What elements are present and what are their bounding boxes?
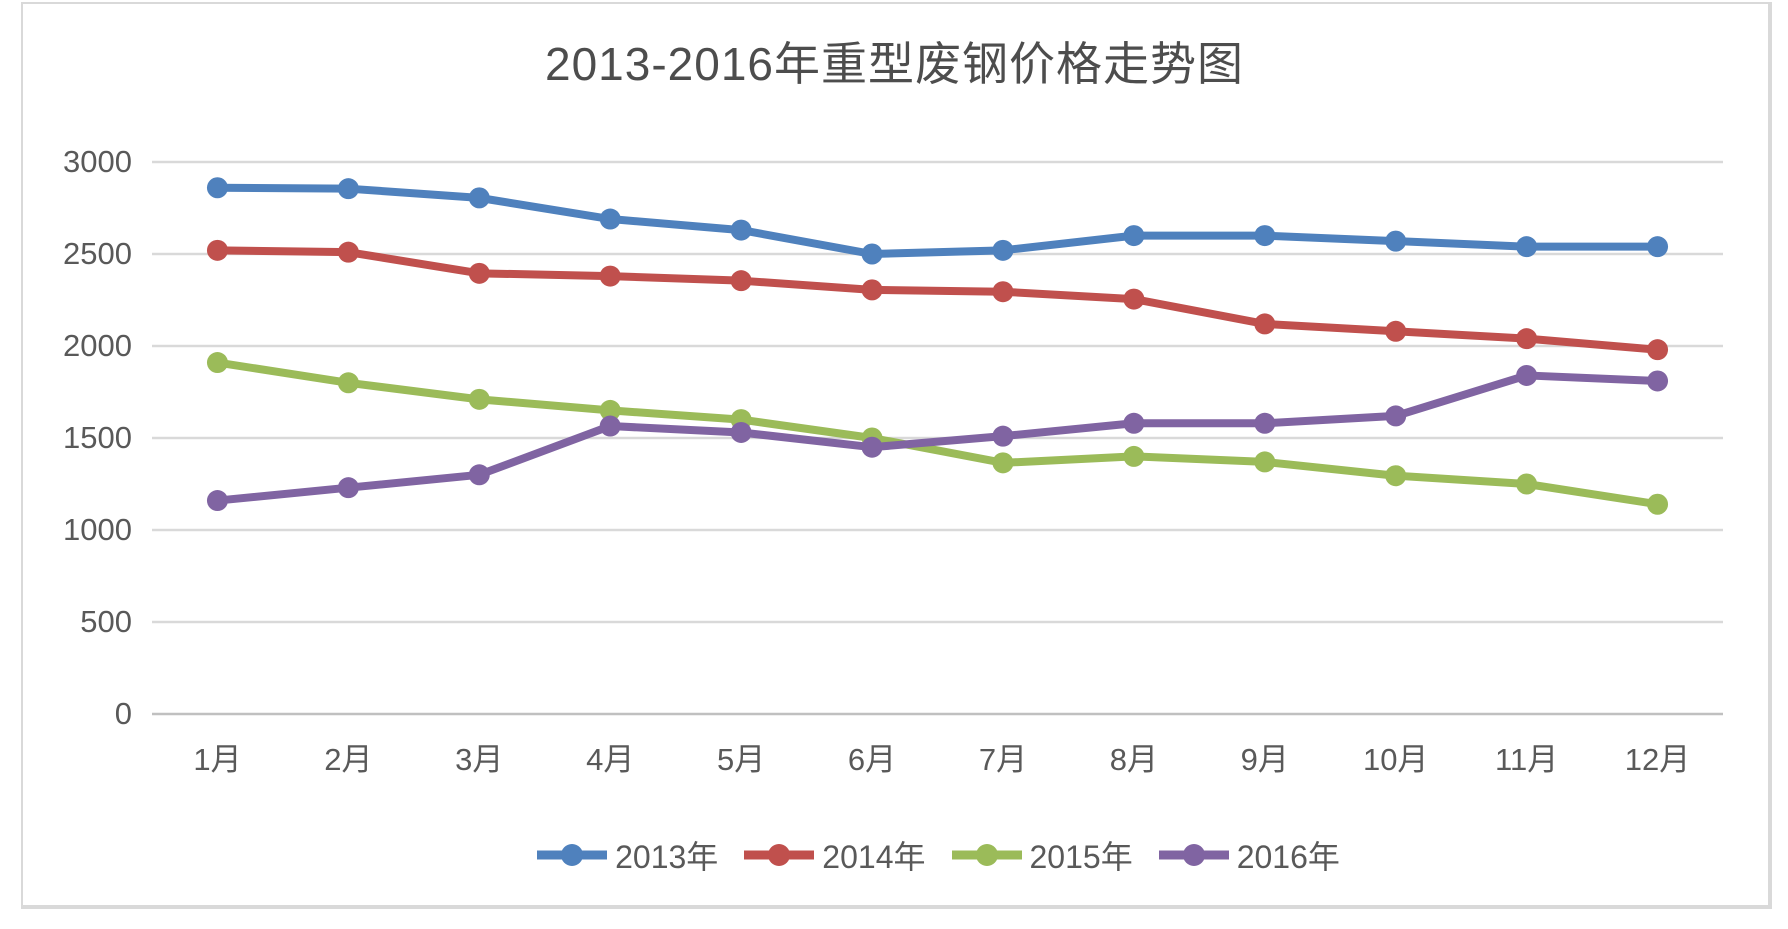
y-tick-label-1500: 1500: [63, 420, 132, 455]
x-tick-label-3月: 3月: [455, 742, 504, 777]
y-tick-label-0: 0: [114, 696, 132, 731]
data-marker-2016年-4月: [599, 415, 621, 437]
y-tick-label-500: 500: [80, 604, 132, 639]
data-marker-2013年-2月: [337, 178, 359, 200]
data-marker-2016年-9月: [1254, 412, 1276, 434]
legend-item-2015年: 2015年: [950, 832, 1133, 878]
data-marker-2014年-10月: [1385, 320, 1407, 342]
y-axis-labels: 0 500 1000 1500 2000 2500 3000: [22, 0, 132, 929]
legend-label: 2014年: [822, 839, 926, 875]
x-tick-label-4月: 4月: [586, 742, 635, 777]
data-marker-2015年-12月: [1647, 493, 1669, 515]
legend-label: 2015年: [1029, 839, 1133, 875]
series-line-2013年: [213, 183, 1662, 258]
data-marker-2016年-8月: [1123, 412, 1145, 434]
data-marker-2013年-5月: [730, 219, 752, 241]
x-tick-label-2月: 2月: [324, 742, 373, 777]
data-marker-2015年-10月: [1385, 465, 1407, 487]
data-marker-2013年-4月: [599, 208, 621, 230]
legend-line-marker-icon: [744, 844, 815, 866]
data-marker-2013年-6月: [861, 243, 883, 265]
chart-legend: 2013年 2014年 2015年 2016年: [152, 832, 1723, 878]
data-marker-2013年-8月: [1123, 225, 1145, 247]
legend-item-2014年: 2014年: [742, 832, 926, 878]
y-tick-label-1000: 1000: [63, 512, 132, 547]
data-marker-2016年-7月: [992, 425, 1014, 447]
data-marker-2016年-12月: [1647, 370, 1669, 392]
x-tick-label-10月: 10月: [1362, 742, 1429, 777]
data-marker-2014年-8月: [1123, 288, 1145, 310]
y-tick-label-3000: 3000: [63, 144, 132, 179]
x-axis-labels: 1月 2月 3月 4月 5月 6月 7月 8月 9月 10月 11月 12月: [0, 740, 1788, 786]
data-marker-2016年-6月: [861, 436, 883, 458]
chart-title: 2013-2016年重型废钢价格走势图: [545, 38, 1244, 90]
data-marker-2014年-3月: [468, 262, 490, 284]
data-marker-2013年-12月: [1647, 236, 1669, 258]
legend-line-marker-icon: [951, 844, 1022, 866]
x-tick-label-6月: 6月: [847, 742, 897, 777]
data-marker-2015年-1月: [206, 352, 228, 374]
data-marker-2016年-11月: [1516, 364, 1538, 386]
data-marker-2013年-11月: [1516, 236, 1538, 258]
data-marker-2015年-4月: [599, 399, 621, 421]
data-marker-2014年-12月: [1647, 339, 1669, 361]
data-marker-2013年-10月: [1385, 230, 1407, 252]
data-marker-2014年-11月: [1516, 328, 1538, 350]
data-marker-2015年-11月: [1516, 473, 1538, 495]
x-tick-label-12月: 12月: [1624, 742, 1691, 777]
data-marker-2016年-1月: [206, 490, 228, 512]
data-marker-2016年-3月: [468, 464, 490, 486]
data-marker-2013年-7月: [992, 239, 1014, 261]
data-marker-2013年-3月: [468, 187, 490, 209]
data-marker-2014年-7月: [992, 281, 1014, 303]
data-marker-2014年-1月: [206, 239, 228, 261]
x-tick-label-5月: 5月: [717, 742, 766, 777]
data-marker-2015年-3月: [468, 388, 490, 410]
data-marker-2014年-6月: [861, 279, 883, 301]
data-marker-2013年-9月: [1254, 225, 1276, 247]
legend-item-2013年: 2013年: [535, 832, 718, 878]
data-marker-2016年-5月: [730, 421, 752, 443]
legend-line-marker-icon: [537, 844, 608, 866]
y-tick-label-2500: 2500: [63, 236, 132, 271]
data-marker-2015年-7月: [992, 452, 1014, 474]
data-marker-2013年-1月: [206, 177, 228, 199]
data-marker-2016年-2月: [337, 477, 359, 499]
data-marker-2015年-8月: [1123, 445, 1145, 467]
data-marker-2015年-2月: [337, 372, 359, 394]
x-tick-label-8月: 8月: [1109, 742, 1158, 777]
y-tick-label-2000: 2000: [63, 328, 132, 363]
x-tick-label-11月: 11月: [1495, 742, 1559, 777]
data-marker-2014年-5月: [730, 270, 752, 292]
x-tick-label-7月: 7月: [978, 742, 1028, 777]
data-marker-2014年-2月: [337, 241, 359, 263]
series-line-2015年: [213, 358, 1662, 509]
legend-item-2016年: 2016年: [1157, 832, 1340, 878]
x-tick-label-1月: 1月: [193, 742, 242, 777]
data-marker-2015年-9月: [1254, 451, 1276, 473]
series-line-2014年: [213, 246, 1662, 354]
x-tick-label-9月: 9月: [1240, 742, 1289, 777]
legend-label: 2013年: [615, 839, 719, 875]
data-marker-2014年-4月: [599, 265, 621, 287]
chart-frame: [21, 2, 1772, 909]
series-line-2016年: [213, 371, 1662, 505]
data-marker-2016年-10月: [1385, 405, 1407, 427]
data-marker-2014年-9月: [1254, 313, 1276, 335]
legend-line-marker-icon: [1158, 844, 1229, 866]
legend-label: 2016年: [1236, 839, 1340, 875]
